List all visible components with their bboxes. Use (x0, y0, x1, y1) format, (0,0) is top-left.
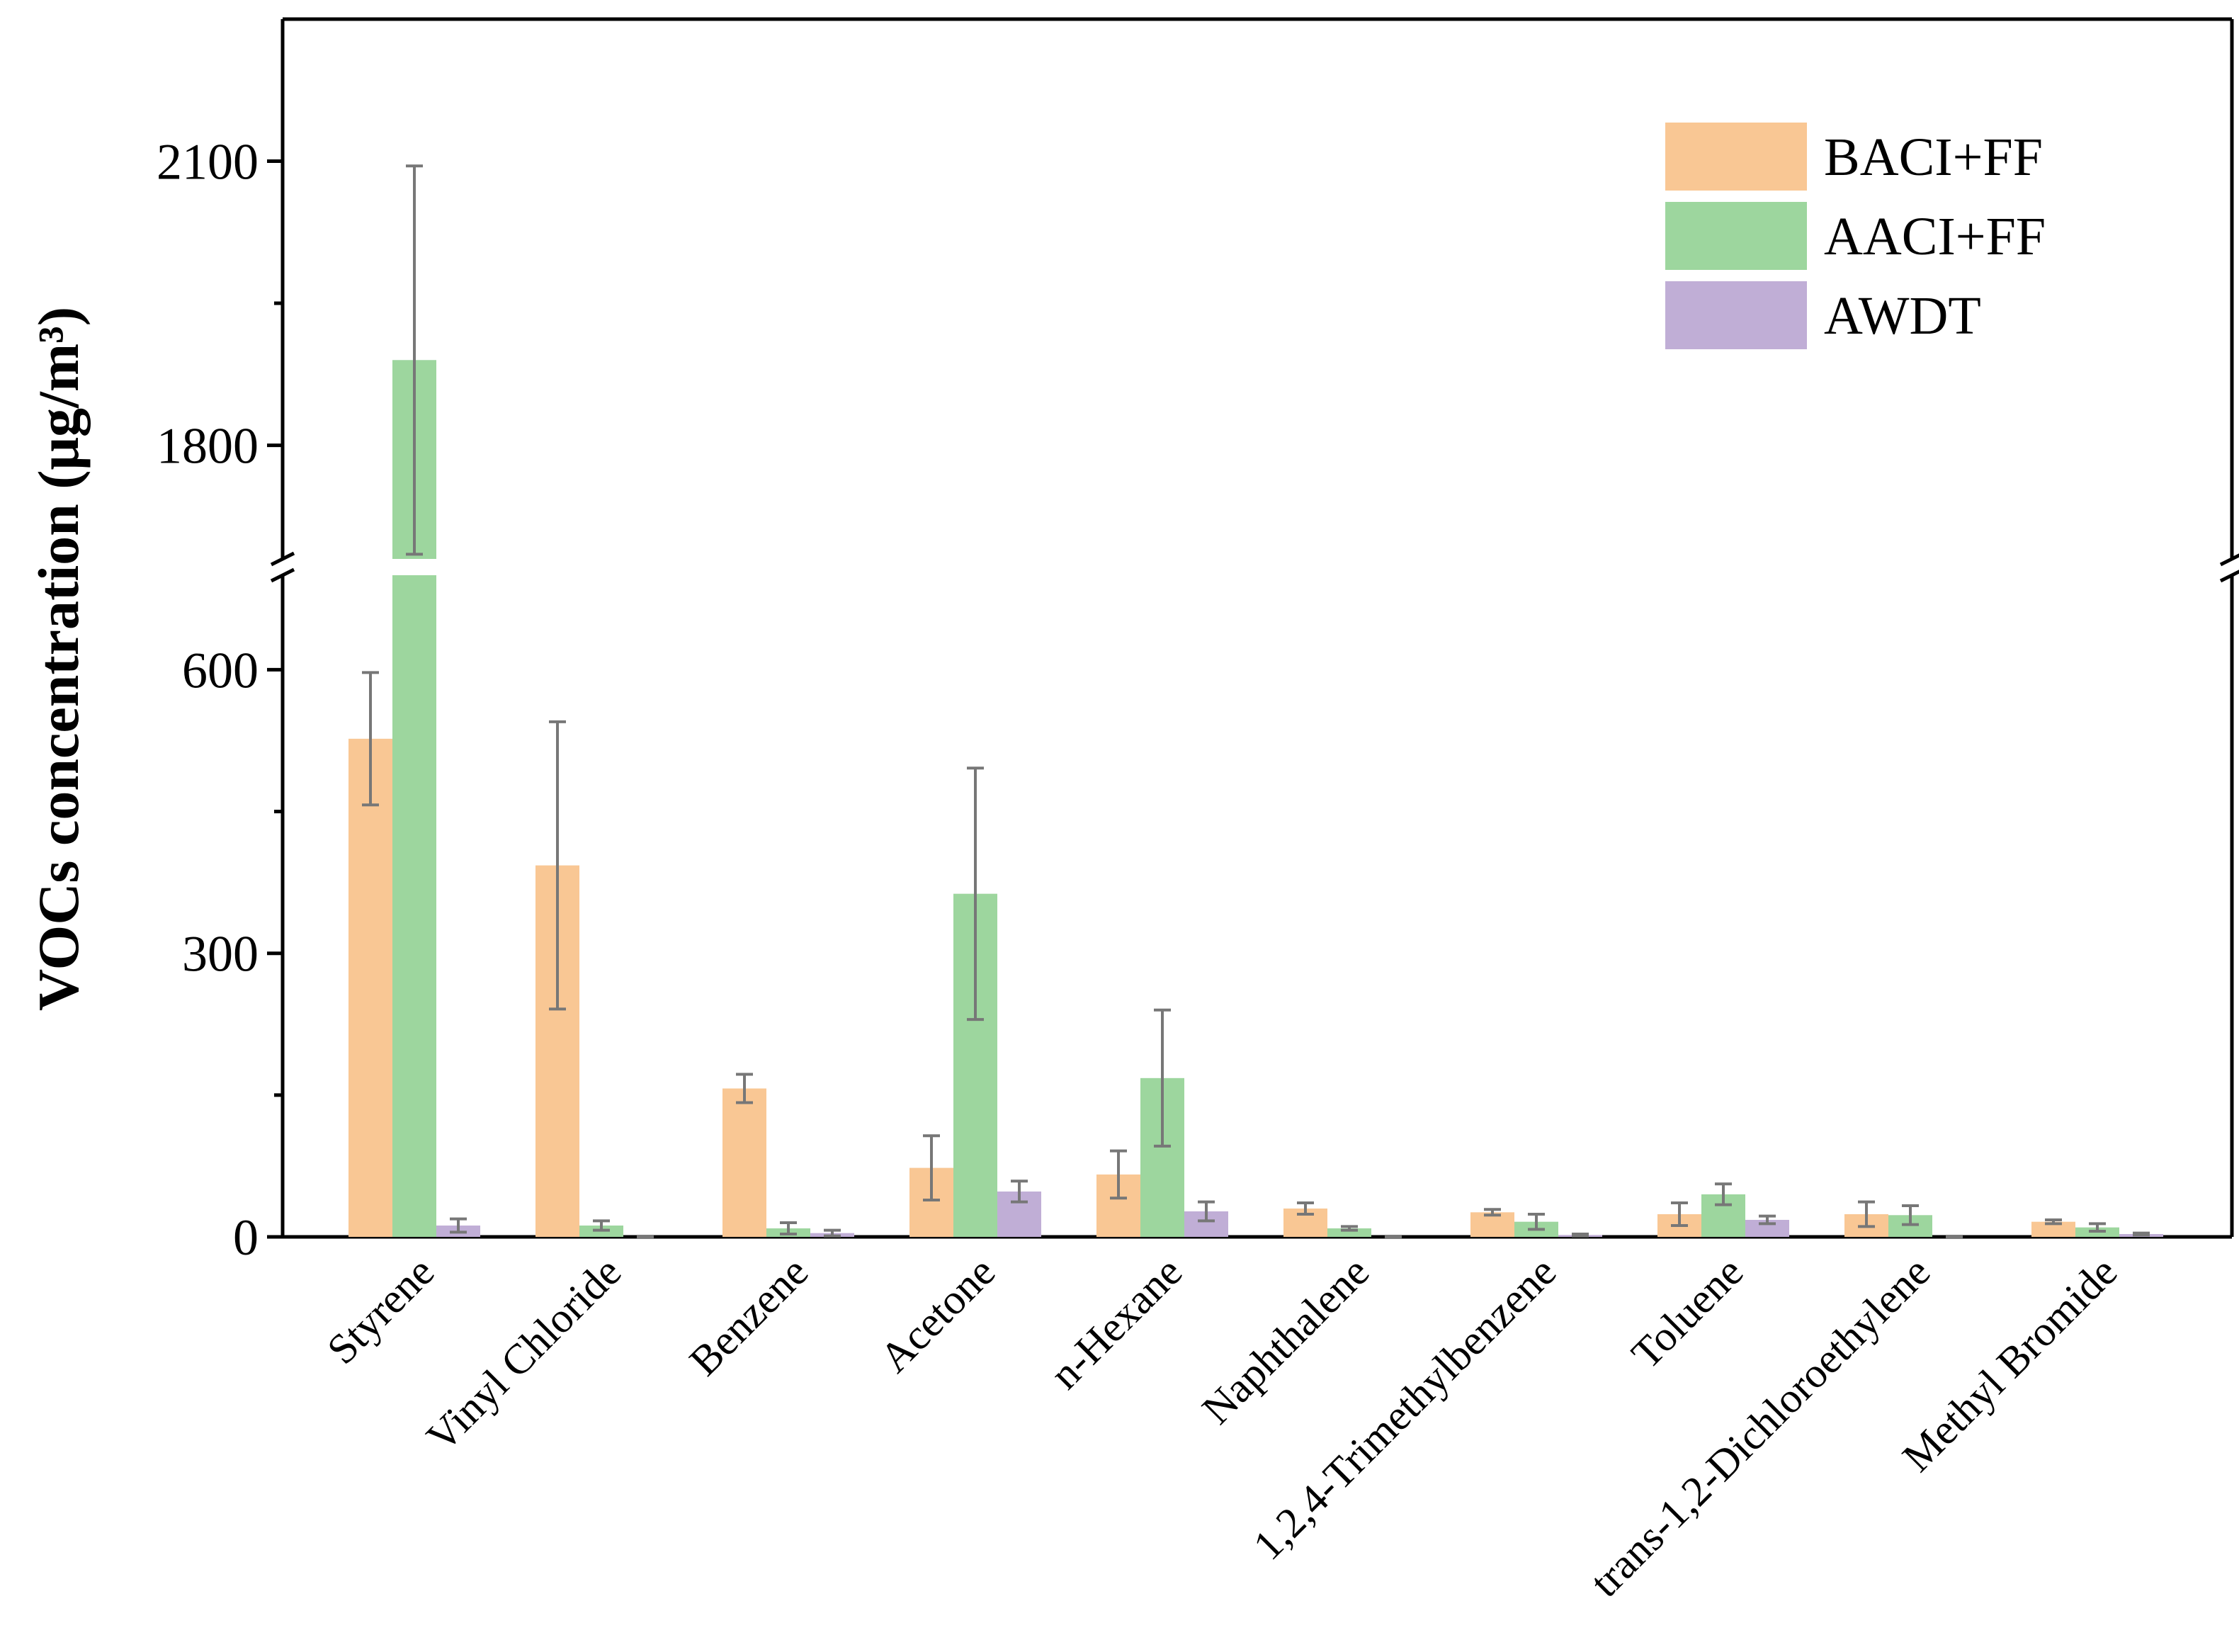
x-tick-label: Styrene (318, 1248, 443, 1373)
bar (392, 575, 436, 1237)
legend-swatch (1665, 123, 1807, 191)
y-tick-label: 1800 (157, 418, 259, 475)
error-bar (2133, 1231, 2150, 1237)
error-bar (1297, 1201, 1314, 1216)
axis-break (2219, 553, 2239, 567)
error-bar (549, 720, 566, 1011)
x-tick-label: 1,2,4-Trimethylbenzene (1245, 1248, 1565, 1569)
legend-swatch (1665, 202, 1807, 270)
error-bar (736, 1073, 753, 1104)
y-tick-label: 0 (233, 1209, 259, 1266)
error-bar (450, 1217, 467, 1234)
bar (2031, 1221, 2075, 1237)
legend-label: BACI+FF (1824, 128, 2043, 187)
y-axis-title: VOCs concentration (μg/m³) (26, 307, 91, 1011)
error-bar (1759, 1214, 1776, 1226)
x-tick-label: Benzene (681, 1248, 817, 1385)
y-tick-label: 600 (182, 642, 259, 698)
error-bar (1715, 1182, 1732, 1206)
error-bar (824, 1228, 841, 1238)
error-bar (780, 1221, 797, 1235)
axis-break (270, 567, 295, 583)
bar (348, 738, 392, 1237)
x-tick-label: Acetone (871, 1248, 1004, 1381)
bar (1327, 1228, 1371, 1237)
error-bar (1154, 1008, 1171, 1148)
error-bar (1902, 1204, 1919, 1226)
error-bar (967, 766, 984, 1022)
error-bar (2045, 1218, 2062, 1226)
error-bar (1528, 1212, 1545, 1231)
axis-break (270, 551, 295, 567)
error-bar (1110, 1149, 1127, 1200)
error-bar (1858, 1200, 1875, 1228)
error-bar (1341, 1225, 1358, 1232)
error-bar (1671, 1201, 1688, 1227)
legend-swatch (1665, 281, 1807, 349)
legend-label: AACI+FF (1824, 207, 2046, 266)
y-tick-label: 2100 (157, 134, 259, 191)
error-bar (362, 671, 379, 807)
x-tick-label: Toluene (1623, 1248, 1752, 1378)
bar (722, 1088, 766, 1237)
y-tick-label: 300 (182, 926, 259, 983)
error-bar (923, 1134, 940, 1201)
error-bar (406, 164, 423, 556)
x-tick-label: trans-1,2-Dichloroethylene (1581, 1248, 1939, 1606)
x-tick-label: Vinyl Chloride (418, 1248, 630, 1461)
error-bar (593, 1219, 610, 1232)
error-bar (2089, 1222, 2106, 1233)
error-bar (1011, 1179, 1028, 1204)
x-tick-label: Naphthalene (1193, 1248, 1378, 1433)
axis-break (2219, 570, 2239, 583)
error-bar (1572, 1233, 1589, 1238)
error-bar (1198, 1200, 1215, 1223)
x-tick-label: n-Hexane (1041, 1248, 1191, 1398)
error-bar (1484, 1208, 1501, 1217)
legend-label: AWDT (1824, 286, 1981, 346)
